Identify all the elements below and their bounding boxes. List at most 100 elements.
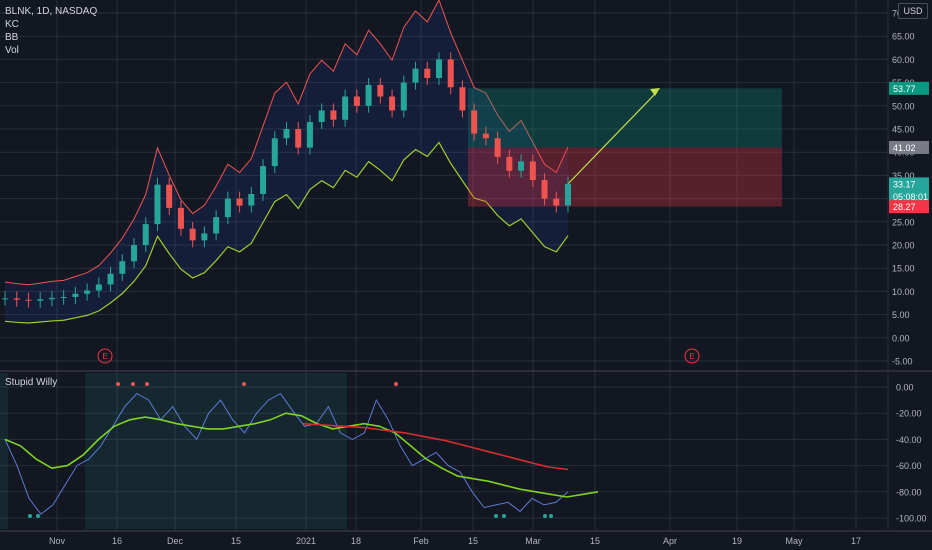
- candle-body: [25, 299, 32, 301]
- symbol-label[interactable]: BLNK, 1D, NASDAQ: [5, 6, 98, 17]
- overbought-dot: [394, 382, 398, 386]
- forecast-arrow-line: [567, 91, 658, 185]
- candle-body: [177, 207, 184, 229]
- y-tick-label: 25.00: [892, 217, 915, 227]
- y-tick-label: -5.00: [892, 357, 913, 367]
- keltner-upper-line: [4, 0, 569, 286]
- price-label-box: [889, 200, 929, 214]
- candle-body: [201, 233, 208, 241]
- x-tick-label: 18: [351, 536, 361, 546]
- candle-body: [424, 68, 431, 78]
- candle-body: [435, 59, 442, 78]
- candle-body: [60, 296, 67, 298]
- oversold-dot: [28, 514, 32, 518]
- indicator-bull-zone: [0, 373, 8, 529]
- indicator-bull-zone: [85, 373, 347, 529]
- candle-body: [48, 297, 55, 300]
- candle-body: [271, 138, 278, 167]
- indicator-y-tick-label: -100.00: [896, 514, 927, 524]
- indicator-y-tick-label: -60.00: [896, 461, 922, 471]
- candle-body: [412, 68, 419, 83]
- x-tick-label: 17: [851, 536, 861, 546]
- candle-body: [365, 84, 372, 106]
- candle-body: [447, 59, 454, 88]
- kc-indicator-label[interactable]: KC: [5, 19, 19, 30]
- keltner-lower-line: [4, 141, 569, 324]
- candle-body: [142, 224, 149, 245]
- y-tick-label: 45.00: [892, 125, 915, 135]
- candle-body: [224, 198, 231, 218]
- oversold-dot: [543, 514, 547, 518]
- oversold-dot: [502, 514, 506, 518]
- candle-body: [482, 133, 489, 139]
- x-tick-label: Feb: [413, 536, 429, 546]
- candle-body: [295, 129, 302, 148]
- oversold-dot: [494, 514, 498, 518]
- candle-body: [95, 284, 102, 291]
- y-tick-label: 60.00: [892, 55, 915, 65]
- indicator-y-tick-label: 0.00: [896, 383, 914, 393]
- bb-indicator-label[interactable]: BB: [5, 32, 19, 43]
- candle-body: [330, 110, 337, 120]
- position-profit-zone: [468, 88, 782, 148]
- indicator-series-line: [302, 422, 569, 471]
- earnings-marker: [684, 348, 700, 364]
- candle-body: [189, 228, 196, 241]
- price-label: 33.17: [893, 179, 916, 189]
- indicator-y-tick-label: -20.00: [896, 409, 922, 419]
- candle-body: [2, 298, 8, 300]
- x-tick-label: Apr: [663, 536, 677, 546]
- indicator-series-line: [4, 392, 569, 515]
- indicator-y-tick-label: -80.00: [896, 487, 922, 497]
- x-tick-label: 15: [590, 536, 600, 546]
- y-tick-label: 10.00: [892, 287, 915, 297]
- candle-body: [506, 156, 513, 171]
- x-tick-label: Dec: [167, 536, 184, 546]
- candle-body: [306, 122, 313, 148]
- candle-body: [518, 161, 525, 171]
- earnings-marker-label: E: [102, 352, 107, 361]
- vol-indicator-label[interactable]: Vol: [5, 45, 19, 56]
- price-label: 41.02: [893, 143, 916, 153]
- candle-body: [107, 273, 114, 285]
- candle-body: [471, 110, 478, 134]
- candle-body: [318, 110, 325, 123]
- x-tick-label: Nov: [49, 536, 66, 546]
- price-label-box: [889, 177, 929, 204]
- candle-body: [283, 129, 290, 139]
- price-label-box: [889, 140, 929, 154]
- x-tick-label: 19: [732, 536, 742, 546]
- candle-body: [400, 82, 407, 111]
- y-tick-label: 0.00: [892, 333, 910, 343]
- candle-body: [377, 84, 384, 97]
- price-label: 53.77: [893, 84, 916, 94]
- candle-body: [119, 261, 126, 274]
- candle-body: [84, 290, 91, 294]
- y-tick-label: 65.00: [892, 32, 915, 42]
- y-tick-label: 35.00: [892, 171, 915, 181]
- oversold-dot: [36, 514, 40, 518]
- overbought-dot: [242, 382, 246, 386]
- currency-button[interactable]: USD: [898, 3, 928, 19]
- candle-body: [389, 96, 396, 111]
- overbought-dot: [116, 382, 120, 386]
- candle-body: [353, 96, 360, 106]
- candle-body: [529, 161, 536, 181]
- candle-body: [248, 193, 255, 206]
- candle-body: [459, 87, 466, 111]
- x-tick-label: Mar: [525, 536, 541, 546]
- candle-body: [342, 96, 349, 120]
- oversold-dot: [549, 514, 553, 518]
- x-tick-label: 2021: [296, 536, 316, 546]
- candle-body: [72, 293, 79, 297]
- x-tick-label: 15: [468, 536, 478, 546]
- price-countdown-label: 05:08:01: [893, 192, 928, 202]
- candle-body: [213, 217, 220, 234]
- x-tick-label: 16: [112, 536, 122, 546]
- indicator-series-line: [4, 412, 599, 498]
- y-tick-label: 70: [892, 9, 902, 19]
- earnings-marker: [97, 348, 113, 364]
- x-tick-label: May: [785, 536, 803, 546]
- indicator-pane-title[interactable]: Stupid Willy: [5, 377, 58, 388]
